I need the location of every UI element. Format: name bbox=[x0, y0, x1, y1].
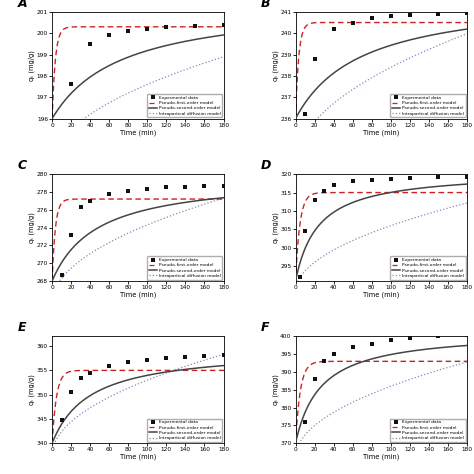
Point bbox=[406, 335, 413, 342]
Text: C: C bbox=[18, 159, 27, 172]
X-axis label: Time (min): Time (min) bbox=[119, 454, 156, 460]
Point bbox=[125, 358, 132, 365]
Point bbox=[349, 178, 356, 185]
Point bbox=[67, 81, 75, 88]
Point bbox=[320, 357, 328, 365]
Text: D: D bbox=[261, 159, 272, 172]
Point bbox=[220, 21, 228, 28]
X-axis label: Time (min): Time (min) bbox=[119, 129, 156, 136]
X-axis label: Time (min): Time (min) bbox=[363, 292, 400, 298]
Point bbox=[86, 369, 94, 377]
Point bbox=[67, 388, 75, 396]
Y-axis label: qₜ (mg/g): qₜ (mg/g) bbox=[272, 50, 279, 81]
Point bbox=[182, 353, 189, 361]
Y-axis label: qₜ (mg/g): qₜ (mg/g) bbox=[272, 374, 279, 405]
Point bbox=[58, 140, 65, 148]
Text: B: B bbox=[261, 0, 271, 9]
Point bbox=[106, 362, 113, 369]
Point bbox=[301, 418, 309, 426]
Point bbox=[58, 416, 65, 424]
Point bbox=[144, 185, 151, 193]
Point bbox=[387, 12, 394, 20]
Point bbox=[311, 375, 319, 383]
Legend: Expermental data, Pseudo-first-order model, Pseudo-second-order model, Intrapart: Expermental data, Pseudo-first-order mod… bbox=[391, 94, 465, 117]
X-axis label: Time (min): Time (min) bbox=[363, 129, 400, 136]
Point bbox=[296, 273, 304, 281]
Point bbox=[311, 196, 319, 204]
Legend: Expermental data, Pseudo-first-order model, Pseudo-second-order model, Intrapart: Expermental data, Pseudo-first-order mod… bbox=[391, 419, 465, 442]
Point bbox=[463, 173, 471, 181]
Point bbox=[125, 187, 132, 195]
Point bbox=[406, 11, 413, 19]
Point bbox=[86, 40, 94, 48]
Point bbox=[349, 343, 356, 351]
X-axis label: Time (min): Time (min) bbox=[363, 454, 400, 460]
Y-axis label: qₜ (mg/g): qₜ (mg/g) bbox=[272, 212, 279, 243]
Point bbox=[406, 174, 413, 182]
Point bbox=[58, 271, 65, 278]
Legend: Expermental data, Pseudo-first-order model, Pseudo-second-order model, Intrapart: Expermental data, Pseudo-first-order mod… bbox=[391, 256, 465, 280]
Y-axis label: qₜ (mg/g): qₜ (mg/g) bbox=[29, 374, 36, 405]
Point bbox=[220, 182, 228, 190]
Point bbox=[330, 25, 337, 33]
Point bbox=[106, 190, 113, 198]
Point bbox=[349, 19, 356, 27]
Point bbox=[77, 374, 84, 382]
Point bbox=[368, 340, 375, 347]
Point bbox=[144, 356, 151, 364]
Point bbox=[163, 355, 170, 362]
Point bbox=[191, 22, 199, 29]
Point bbox=[77, 203, 84, 211]
Text: E: E bbox=[18, 321, 27, 334]
Point bbox=[106, 32, 113, 39]
Point bbox=[387, 175, 394, 182]
Point bbox=[86, 197, 94, 205]
Point bbox=[463, 9, 471, 17]
Point bbox=[387, 336, 394, 344]
Legend: Expermental data, Pseudo-first-order model, Pseudo-second-order model, Intrapart: Expermental data, Pseudo-first-order mod… bbox=[147, 419, 222, 442]
Legend: Expermental data, Pseudo-first-order model, Pseudo-second-order model, Intrapart: Expermental data, Pseudo-first-order mod… bbox=[147, 256, 222, 280]
Point bbox=[435, 10, 442, 18]
Point bbox=[163, 23, 170, 31]
Point bbox=[320, 187, 328, 194]
Point bbox=[463, 332, 471, 339]
Point bbox=[435, 333, 442, 340]
Point bbox=[220, 351, 228, 359]
Text: F: F bbox=[261, 321, 270, 334]
Point bbox=[201, 182, 208, 190]
X-axis label: Time (min): Time (min) bbox=[119, 292, 156, 298]
Point bbox=[182, 183, 189, 191]
Point bbox=[435, 173, 442, 181]
Y-axis label: qₜ (mg/g): qₜ (mg/g) bbox=[29, 212, 36, 243]
Point bbox=[330, 182, 337, 189]
Point bbox=[311, 55, 319, 63]
Point bbox=[301, 110, 309, 118]
Point bbox=[163, 184, 170, 191]
Point bbox=[201, 352, 208, 360]
Legend: Expermental data, Pseudo-first-order model, Pseudo-second-order model, Intrapart: Expermental data, Pseudo-first-order mod… bbox=[147, 94, 222, 117]
Point bbox=[330, 350, 337, 358]
Point bbox=[368, 15, 375, 22]
Point bbox=[368, 176, 375, 183]
Text: A: A bbox=[18, 0, 27, 9]
Y-axis label: qₜ (mg/g): qₜ (mg/g) bbox=[29, 50, 36, 81]
Point bbox=[67, 231, 75, 238]
Point bbox=[144, 25, 151, 33]
Point bbox=[125, 27, 132, 35]
Point bbox=[301, 228, 309, 235]
